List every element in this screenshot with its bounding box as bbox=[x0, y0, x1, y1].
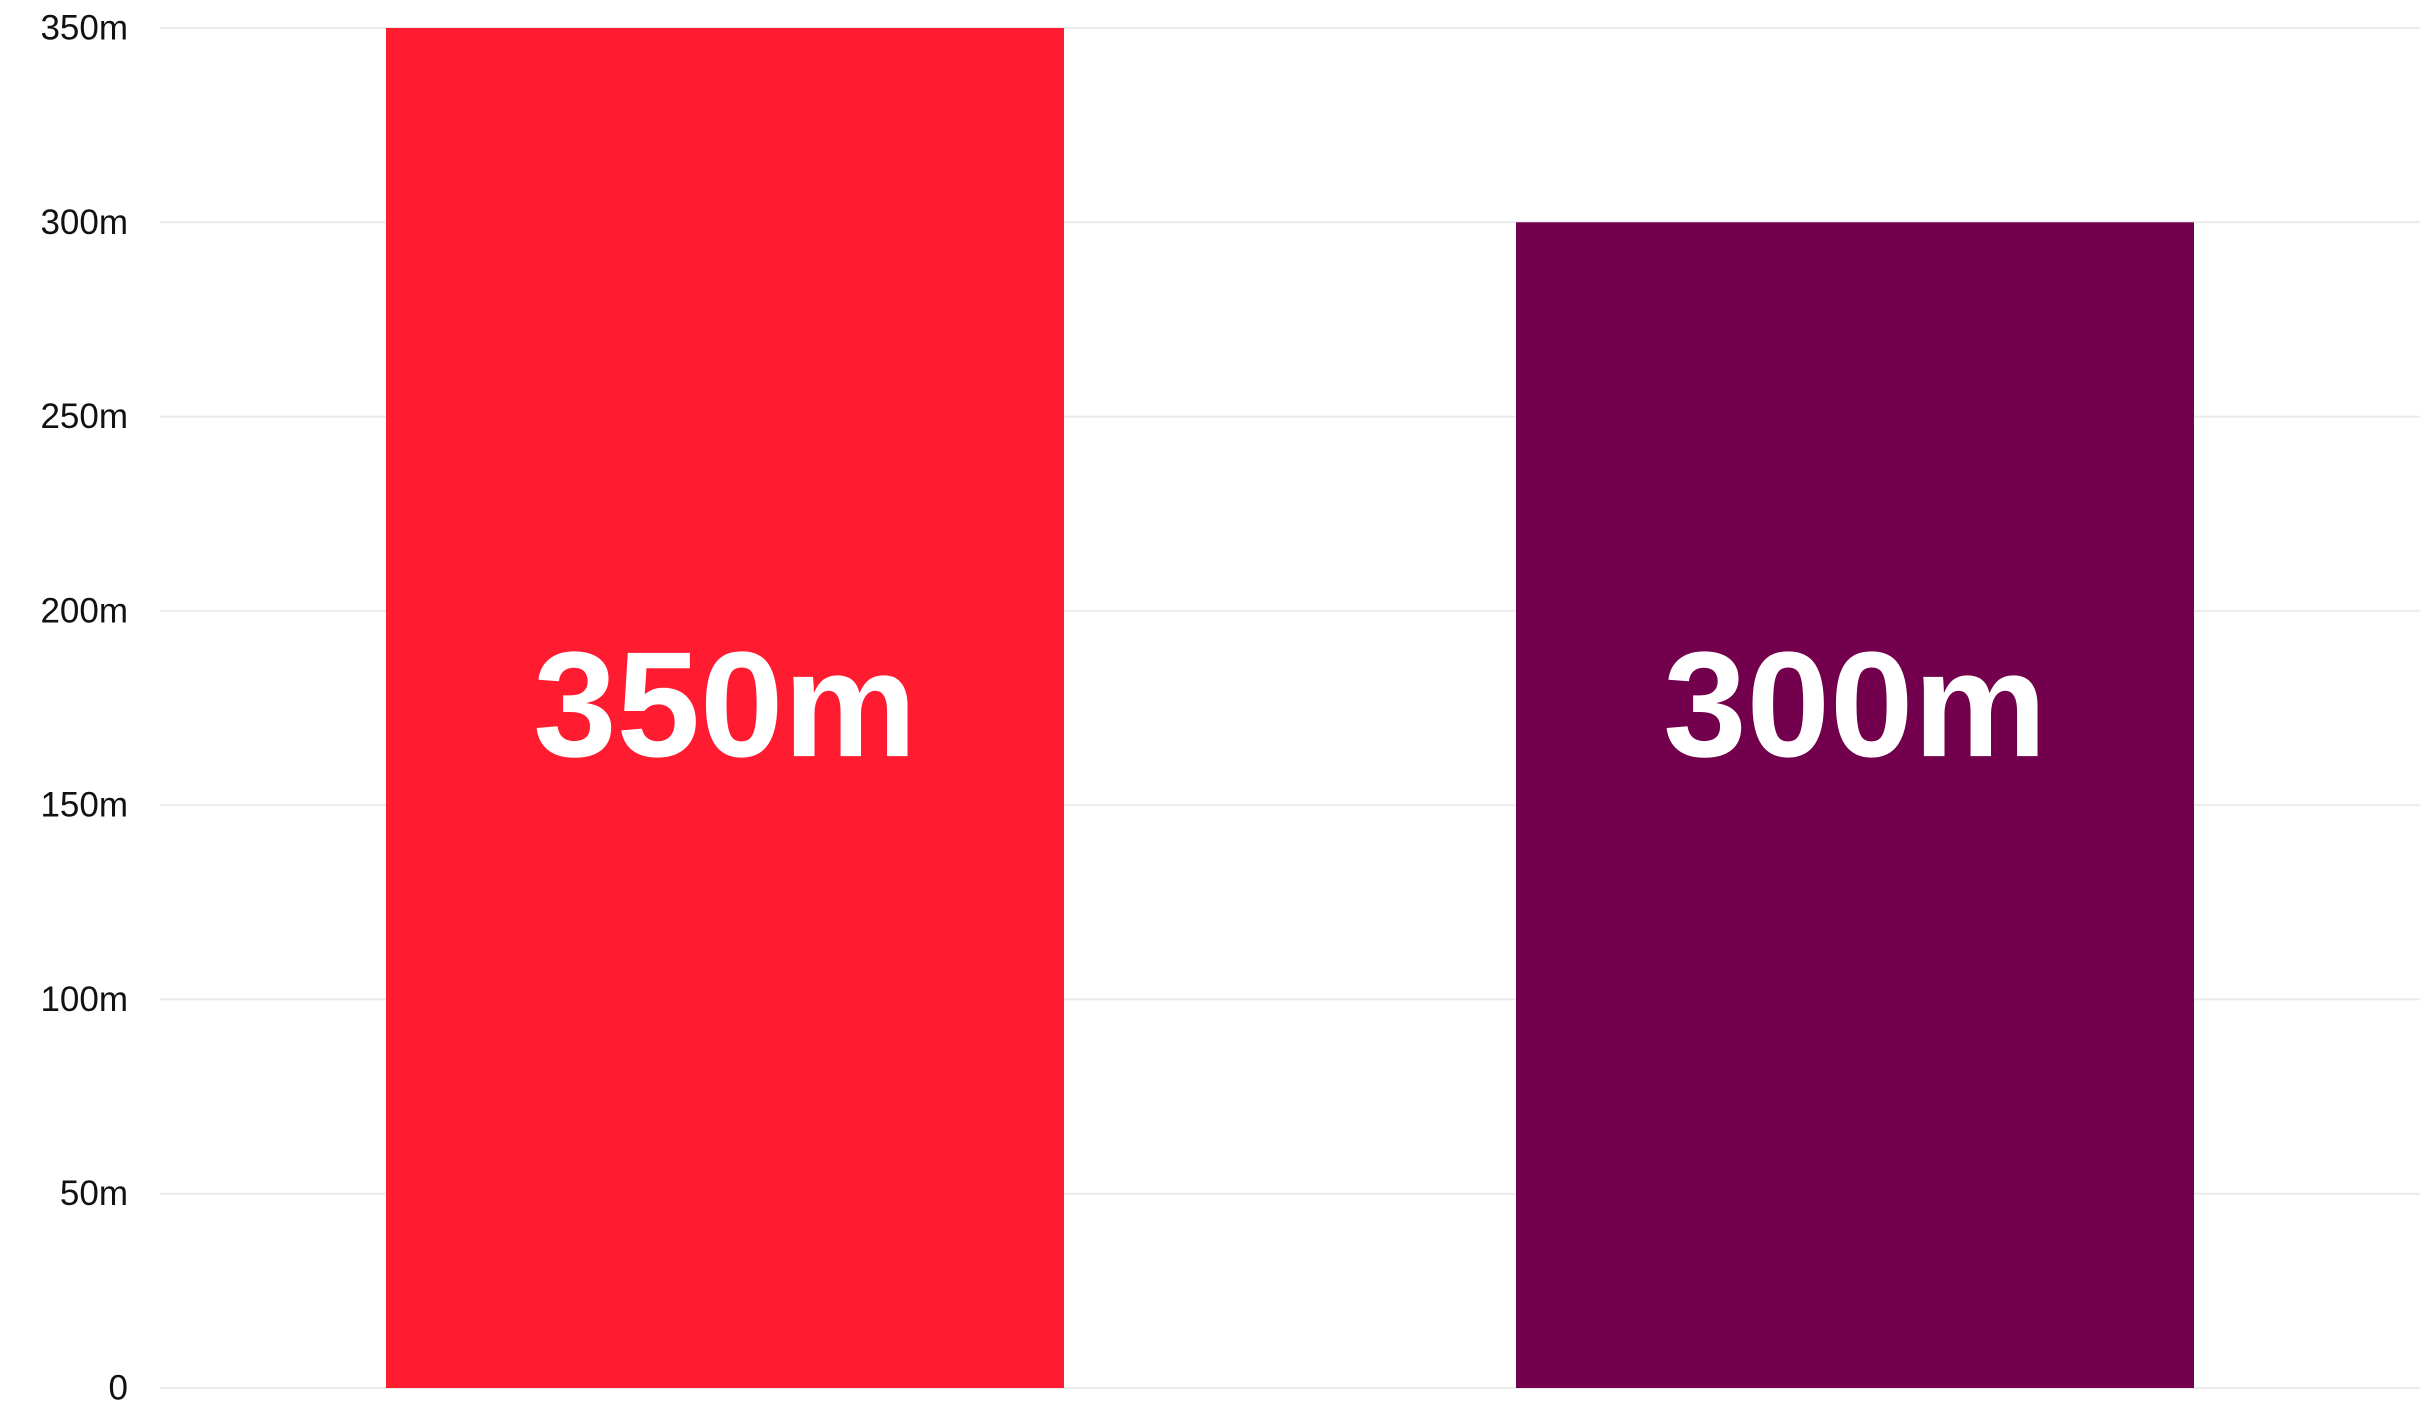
y-tick-label: 200m bbox=[40, 591, 128, 630]
bar-data-labels: 350m 300m bbox=[533, 620, 2047, 788]
y-axis-ticks: 0 50m 100m 150m 200m 250m 300m 350m bbox=[40, 9, 128, 1407]
bar bbox=[1516, 222, 2194, 1388]
bar bbox=[386, 28, 1064, 1388]
bar-data-label: 350m bbox=[533, 620, 917, 788]
y-tick-label: 150m bbox=[40, 786, 128, 825]
bar-data-label: 300m bbox=[1663, 620, 2047, 788]
y-tick-label: 250m bbox=[40, 397, 128, 436]
y-tick-label: 350m bbox=[40, 9, 128, 48]
y-tick-label: 0 bbox=[109, 1369, 128, 1407]
y-tick-label: 100m bbox=[40, 980, 128, 1019]
y-tick-label: 50m bbox=[60, 1174, 128, 1213]
y-tick-label: 300m bbox=[40, 203, 128, 242]
bars bbox=[386, 28, 2194, 1388]
